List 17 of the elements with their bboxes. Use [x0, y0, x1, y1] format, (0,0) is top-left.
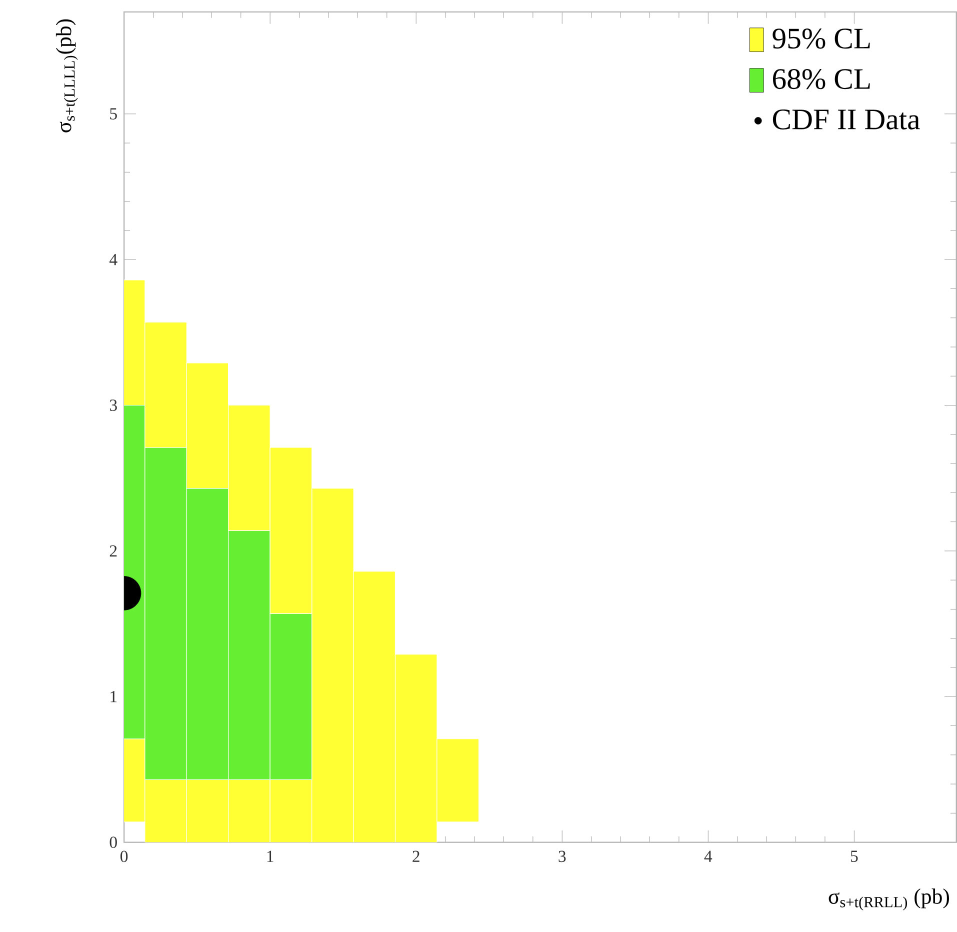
x-tick-label: 4: [704, 850, 712, 862]
y-tick-label: 5: [110, 108, 117, 120]
y-axis-title: σ$_{s+t(LLLL)}$(pb): [56, 19, 78, 132]
y-tick-label: 3: [110, 400, 117, 412]
legend-label: 95% CL: [772, 28, 870, 49]
x-tick-label: 0: [120, 850, 128, 862]
y-tick-label: 2: [110, 545, 117, 557]
y-tick-label: 1: [110, 691, 117, 702]
x-axis-title: σ$_{s+t(RRLL)}$ (pb): [828, 888, 949, 910]
legend-label: 68% CL: [773, 69, 870, 90]
legend-label: CDF II Data: [772, 110, 920, 130]
y-tick-label: 4: [109, 254, 118, 266]
x-tick-label: 5: [850, 850, 858, 862]
x-tick-label: 1: [267, 850, 274, 862]
x-tick-label: 3: [558, 850, 566, 862]
x-tick-label: 2: [412, 850, 420, 862]
y-tick-label: 0: [110, 836, 117, 848]
